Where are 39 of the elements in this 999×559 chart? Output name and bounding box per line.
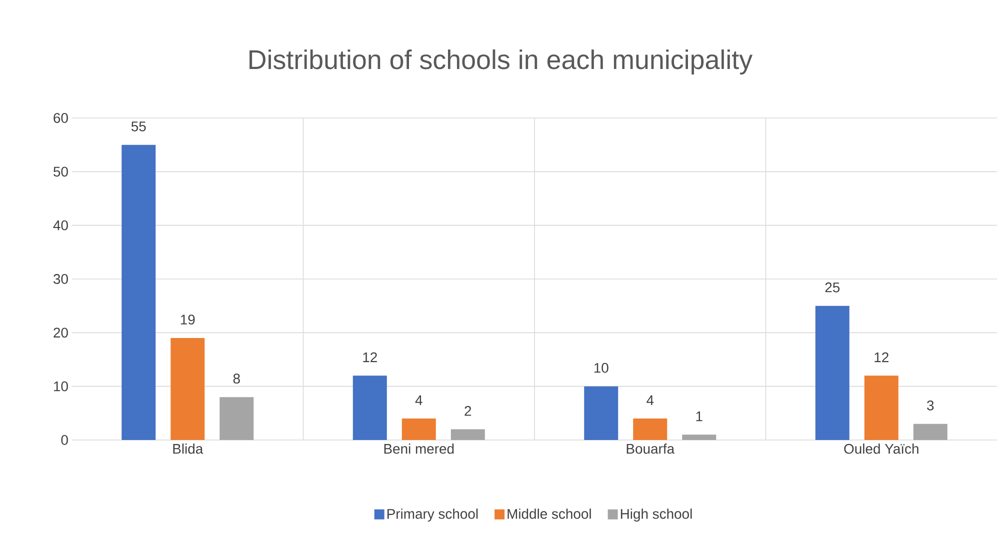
legend-label: High school: [620, 508, 692, 522]
y-tick-label: 30: [53, 274, 68, 284]
data-label: 19: [180, 314, 195, 325]
data-label: 25: [825, 282, 840, 292]
legend-label: Middle school: [508, 508, 591, 519]
bar: [633, 418, 668, 440]
data-label: 3: [927, 400, 934, 410]
data-label: 8: [233, 374, 240, 384]
data-label: 4: [415, 395, 422, 406]
y-tick-label: 60: [54, 113, 68, 123]
legend-label: Primary school: [387, 508, 478, 522]
y-tick-label: 40: [53, 220, 68, 230]
y-tick-label: 0: [61, 435, 68, 445]
bar: [352, 376, 387, 440]
bar: [864, 376, 898, 440]
data-label: 55: [131, 122, 146, 132]
data-label: 1: [696, 412, 702, 422]
data-label: 4: [646, 395, 654, 406]
x-tick-label: Beni mered: [384, 444, 454, 454]
data-label: 12: [363, 352, 377, 362]
bar: [682, 434, 716, 440]
bar: [402, 418, 436, 440]
x-tick-label: Blida: [173, 444, 204, 454]
bar: [584, 386, 618, 440]
data-label: 12: [874, 352, 888, 362]
bar: [450, 429, 485, 440]
data-label: 10: [594, 362, 608, 373]
bar: [815, 306, 850, 440]
chart-title: Distribution of schools in each municipality: [250, 49, 753, 75]
data-label: 2: [464, 406, 472, 416]
y-tick-label: 10: [54, 381, 68, 392]
bar: [220, 397, 254, 440]
bar: [913, 424, 948, 440]
bar: [122, 144, 156, 440]
x-tick-label: Bouarfa: [626, 444, 675, 454]
y-tick-label: 50: [54, 166, 68, 177]
x-tick-label: Ouled Yaïch: [844, 444, 918, 454]
bar: [170, 338, 205, 440]
y-tick-label: 20: [54, 328, 68, 338]
